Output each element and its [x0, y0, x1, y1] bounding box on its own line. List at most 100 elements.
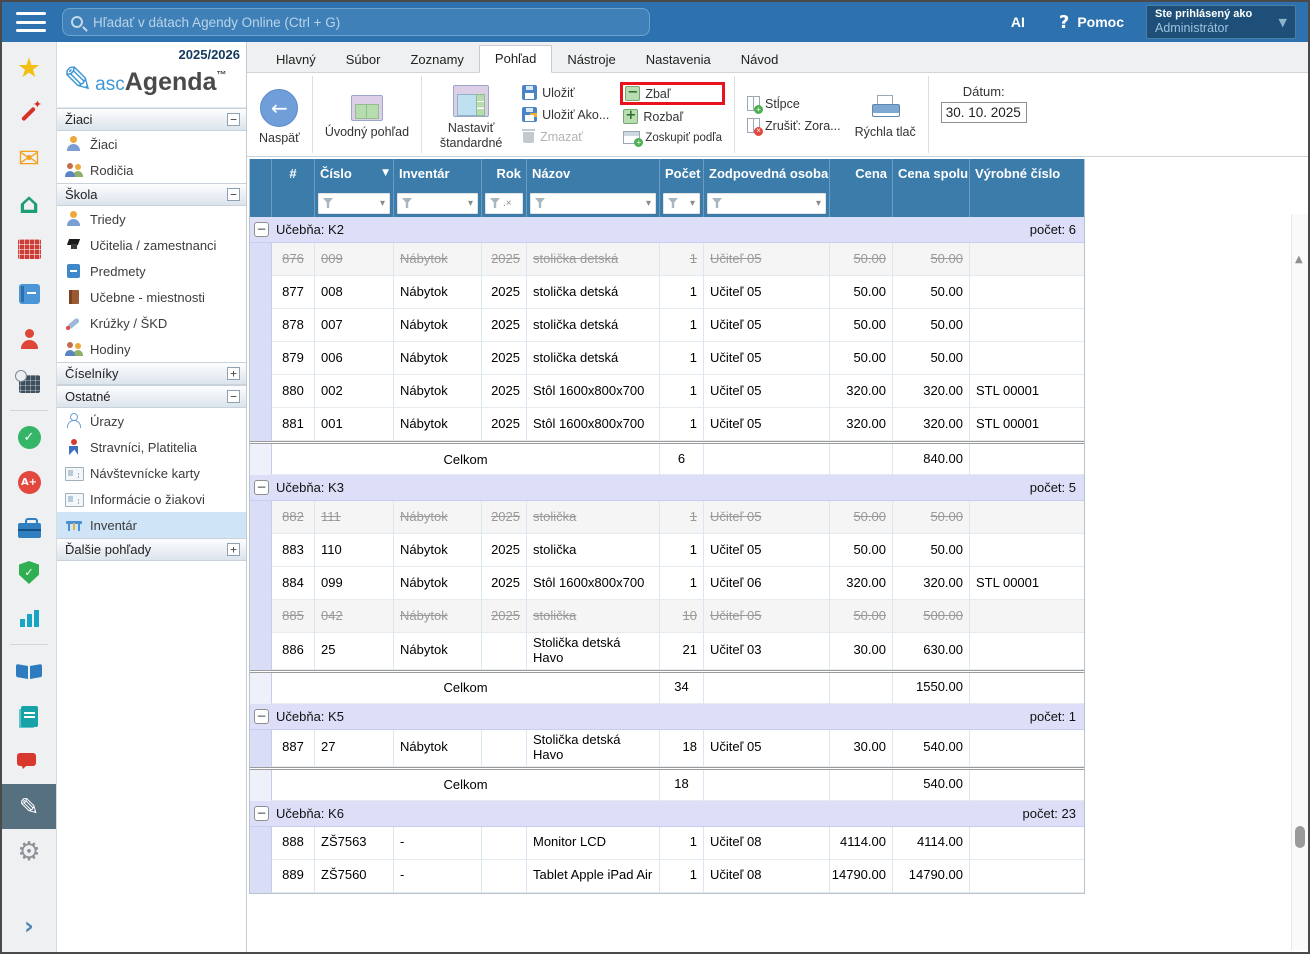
collapse-group-icon[interactable]: −	[254, 709, 269, 724]
filter-dropdown-icon[interactable]: ▾	[646, 198, 651, 209]
rail-messages-envelope-button[interactable]: ✉	[2, 136, 56, 181]
column-header-n-zov[interactable]: Názov	[527, 159, 660, 189]
collapse-group-icon[interactable]: −	[254, 806, 269, 821]
column-header-rok[interactable]: Rok	[482, 159, 527, 189]
expand-button[interactable]: + Rozbaľ	[623, 109, 722, 124]
table-row[interactable]: 879006Nábytok2025stolička detská1Učiteľ …	[250, 342, 1084, 375]
tab-zoznamy[interactable]: Zoznamy	[395, 47, 478, 73]
table-row[interactable]: 88727NábytokStolička detská Havo18Učiteľ…	[250, 730, 1084, 767]
save-button[interactable]: Uložiť	[522, 85, 609, 100]
user-menu[interactable]: Ste prihlásený ako Administrátor ▼	[1146, 5, 1296, 39]
tab-poh-ad[interactable]: Pohľad	[479, 45, 552, 73]
table-row[interactable]: 885042Nábytok2025stolička10Učiteľ 0550.0…	[250, 600, 1084, 633]
rail-settings-gear-button[interactable]: ⚙	[2, 829, 56, 874]
table-row[interactable]: 878007Nábytok2025stolička detská1Učiteľ …	[250, 309, 1084, 342]
help-question-icon[interactable]: ?	[1059, 12, 1069, 33]
table-row[interactable]: 889ZŠ7560-Tablet Apple iPad Air1Učiteľ 0…	[250, 860, 1084, 893]
column-header-po-et[interactable]: Počet	[660, 159, 704, 189]
delete-button[interactable]: Zmazať	[522, 129, 609, 144]
search-input[interactable]	[91, 14, 641, 31]
rail-favorites-star-button[interactable]: ★	[2, 46, 56, 91]
table-row[interactable]: 877008Nábytok2025stolička detská1Učiteľ …	[250, 276, 1084, 309]
save-as-button[interactable]: Uložiť Ako...	[522, 107, 609, 122]
section-header-al-ie-poh-ady[interactable]: Ďalšie pohľady+	[57, 538, 246, 561]
sidebar-item-hodiny[interactable]: Hodiny	[57, 336, 246, 362]
tab-nastavenia[interactable]: Nastavenia	[631, 47, 726, 73]
column-header-v-robn-slo[interactable]: Výrobné číslo	[970, 159, 1084, 189]
rail-wizard-wand-button[interactable]	[2, 91, 56, 136]
sidebar-item-stravn-ci-platitelia[interactable]: Stravníci, Platitelia	[57, 434, 246, 460]
sidebar-item-invent-r[interactable]: Inventár	[57, 512, 246, 538]
column-header-group-gutter[interactable]	[250, 159, 272, 189]
sidebar-item-triedy[interactable]: Triedy	[57, 206, 246, 232]
rail-chat-button[interactable]	[2, 739, 56, 784]
sidebar-item-inform-cie-o-iakovi[interactable]: Informácie o žiakovi	[57, 486, 246, 512]
rail-person-button[interactable]	[2, 316, 56, 361]
rail-notebook-button[interactable]	[2, 271, 56, 316]
rail-home-button[interactable]: ⌂	[2, 181, 56, 226]
rail-grades-aplus-button[interactable]: A+	[2, 460, 56, 505]
filter-input-zodpovedn-osoba[interactable]: ▾	[707, 193, 826, 214]
filter-dropdown-icon[interactable]: ▾	[468, 198, 473, 209]
collapse-button[interactable]: − Zbaľ	[623, 85, 722, 102]
collapse-group-icon[interactable]: −	[254, 222, 269, 237]
rail-briefcase-button[interactable]	[2, 505, 56, 550]
filter-dropdown-icon[interactable]: ▾	[380, 198, 385, 209]
expand-section-icon[interactable]: +	[227, 367, 240, 380]
clear-filter-icon[interactable]: .×	[503, 198, 512, 209]
rail-shield-check-button[interactable]: ✓	[2, 550, 56, 595]
sidebar-item-u-ebne-miestnosti[interactable]: Učebne - miestnosti	[57, 284, 246, 310]
table-row[interactable]: 883110Nábytok2025stolička1Učiteľ 0550.00…	[250, 534, 1084, 567]
collapse-section-icon[interactable]: −	[227, 113, 240, 126]
column-header-zodpovedn-osoba[interactable]: Zodpovedná osoba	[704, 159, 830, 189]
sidebar-item-rodi-ia[interactable]: Rodičia	[57, 157, 246, 183]
set-default-button[interactable]: Nastaviť štandardné	[434, 79, 508, 150]
rail-statistics-chart-button[interactable]	[2, 595, 56, 640]
rail-expand-sidebar-chevron-button[interactable]: ›	[2, 903, 56, 948]
filter-dropdown-icon[interactable]: ▾	[816, 198, 821, 209]
table-row[interactable]: 881001Nábytok2025Stôl 1600x800x7001Učite…	[250, 408, 1084, 441]
scroll-up-arrow-icon[interactable]: ▲	[1295, 254, 1303, 265]
sidebar-item-kr-ky-kd[interactable]: Krúžky / ŠKD	[57, 310, 246, 336]
filter-input-n-zov[interactable]: ▾	[530, 193, 656, 214]
tab-s-bor[interactable]: Súbor	[331, 47, 396, 73]
tab-n-vod[interactable]: Návod	[726, 47, 794, 73]
cancel-sort-button[interactable]: Zrušiť: Zora...	[747, 118, 841, 133]
filter-input-rok[interactable]: .×	[485, 193, 523, 214]
sidebar-item-n-v-tevn-cke-karty[interactable]: Návštevnícke karty	[57, 460, 246, 486]
sidebar-item-razy[interactable]: Úrazy	[57, 408, 246, 434]
group-by-button[interactable]: Zoskupiť podľa	[623, 131, 722, 144]
rail-calendar-clock-button[interactable]	[2, 361, 56, 406]
collapse-section-icon[interactable]: −	[227, 390, 240, 403]
initial-view-button[interactable]: Úvodný pohľad	[325, 89, 409, 139]
collapse-section-icon[interactable]: −	[227, 188, 240, 201]
sidebar-item-u-itelia-zamestnanci[interactable]: Učitelia / zamestnanci	[57, 232, 246, 258]
filter-input-slo[interactable]: ▾	[318, 193, 390, 214]
column-header-[interactable]: #	[272, 159, 315, 189]
rail-documents-button[interactable]	[2, 694, 56, 739]
table-row[interactable]: 876009Nábytok2025stolička detská1Učiteľ …	[250, 243, 1084, 276]
columns-button[interactable]: Stĺpce	[747, 96, 841, 111]
date-input[interactable]	[941, 102, 1027, 123]
rail-timetable-grid-button[interactable]	[2, 226, 56, 271]
rail-agenda-pen-button[interactable]: ✎	[2, 784, 56, 829]
rail-library-book-button[interactable]	[2, 649, 56, 694]
help-button[interactable]: Pomoc	[1077, 14, 1124, 30]
vertical-scrollbar[interactable]: ▲	[1291, 214, 1308, 950]
section-header-iaci[interactable]: Žiaci−	[57, 108, 246, 131]
column-header-cena[interactable]: Cena	[830, 159, 893, 189]
expand-section-icon[interactable]: +	[227, 543, 240, 556]
table-row[interactable]: 888ZŠ7563-Monitor LCD1Učiteľ 084114.0041…	[250, 827, 1084, 860]
filter-input-invent-r[interactable]: ▾	[397, 193, 478, 214]
tab-n-stroje[interactable]: Nástroje	[552, 47, 630, 73]
section-header-ostatn[interactable]: Ostatné−	[57, 385, 246, 408]
quick-print-button[interactable]: Rýchla tlač	[855, 89, 916, 139]
scrollbar-thumb[interactable]	[1295, 826, 1305, 848]
section-header-seln-ky[interactable]: Číselníky+	[57, 362, 246, 385]
rail-attendance-check-button[interactable]: ✓	[2, 415, 56, 460]
table-row[interactable]: 884099Nábytok2025Stôl 1600x800x7001Učite…	[250, 567, 1084, 600]
section-header-kola[interactable]: Škola−	[57, 183, 246, 206]
table-row[interactable]: 88625NábytokStolička detská Havo21Učiteľ…	[250, 633, 1084, 670]
column-header-cena-spolu[interactable]: Cena spolu	[893, 159, 970, 189]
table-row[interactable]: 882111Nábytok2025stolička1Učiteľ 0550.00…	[250, 501, 1084, 534]
